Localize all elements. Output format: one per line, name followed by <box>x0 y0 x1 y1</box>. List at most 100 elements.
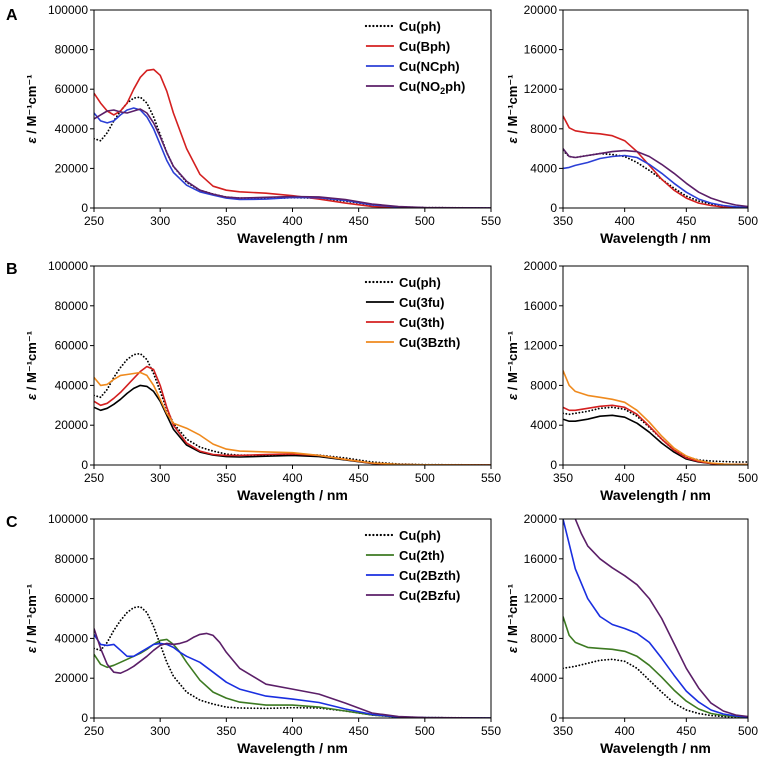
legend-label: Cu(NCph) <box>399 59 460 74</box>
y-tick-label: 4000 <box>530 418 557 432</box>
series-line-cu-ph <box>94 96 491 208</box>
y-axis-label: ε / M⁻¹cm⁻¹ <box>505 74 520 143</box>
chart-panel-c-zoom: 350 400 450 500 0 4000 8000 12000 16000 20000 Wave… <box>505 512 758 756</box>
y-axis-label: ε / M⁻¹cm⁻¹ <box>505 331 520 400</box>
legend-label: Cu(ph) <box>399 528 441 543</box>
series-line-cu-ph <box>563 658 748 718</box>
x-tick-label: 350 <box>553 214 573 228</box>
series-line-cu-2bzfu <box>574 519 748 718</box>
plot-frame <box>562 518 749 719</box>
chart-panel-b-zoom: 350 400 450 500 0 4000 8000 12000 16000 20000 Wave… <box>505 259 758 503</box>
chart-panel-a-zoom: 350 400 450 500 0 4000 8000 12000 16000 20000 Wave… <box>505 3 758 246</box>
y-tick-label: 80000 <box>55 299 89 313</box>
x-tick-label: 400 <box>282 471 302 485</box>
x-tick-label: 450 <box>349 471 369 485</box>
x-tick-label: 500 <box>738 471 758 485</box>
x-tick-label: 500 <box>738 724 758 738</box>
y-tick-label: 0 <box>81 458 88 472</box>
y-tick-label: 100000 <box>48 3 88 17</box>
x-tick-label: 450 <box>676 214 696 228</box>
y-axis-label: ε / M⁻¹cm⁻¹ <box>24 74 39 143</box>
plot-frame <box>562 9 749 209</box>
y-tick-label: 80000 <box>55 43 89 57</box>
series-line-cu-3th <box>94 365 491 465</box>
x-axis-label: Wavelength / nm <box>237 230 348 246</box>
series-line-cu-2bzth <box>563 519 748 718</box>
x-tick-label: 450 <box>676 471 696 485</box>
plot-frame <box>562 265 749 466</box>
y-tick-label: 4000 <box>530 161 557 175</box>
y-tick-label: 16000 <box>524 552 558 566</box>
series-line-cu-ph <box>94 352 491 465</box>
x-tick-label: 500 <box>738 214 758 228</box>
x-tick-label: 300 <box>150 471 170 485</box>
y-tick-label: 80000 <box>55 552 89 566</box>
y-axis-label: ε / M⁻¹cm⁻¹ <box>505 584 520 653</box>
legend-label: Cu(2Bzfu) <box>399 588 460 603</box>
x-axis-label: Wavelength / nm <box>600 230 711 246</box>
y-tick-label: 12000 <box>524 592 558 606</box>
series-line-cu-3th <box>563 404 748 465</box>
y-tick-label: 12000 <box>524 82 558 96</box>
y-tick-label: 20000 <box>524 512 558 526</box>
legend-label: Cu(Bph) <box>399 39 450 54</box>
x-tick-label: 500 <box>415 471 435 485</box>
series-line-cu-bph <box>563 115 748 208</box>
x-axis-label: Wavelength / nm <box>600 740 711 756</box>
y-tick-label: 60000 <box>55 82 89 96</box>
legend-label: Cu(3fu) <box>399 295 445 310</box>
x-tick-label: 350 <box>553 724 573 738</box>
y-tick-label: 20000 <box>55 671 89 685</box>
x-tick-label: 400 <box>615 724 635 738</box>
y-tick-label: 20000 <box>55 161 89 175</box>
y-tick-label: 0 <box>550 201 557 215</box>
y-tick-label: 0 <box>81 201 88 215</box>
panel-letter-c: C <box>6 514 18 531</box>
y-tick-label: 12000 <box>524 339 558 353</box>
y-tick-label: 8000 <box>530 378 557 392</box>
series-line-cu-2bzth <box>94 633 491 718</box>
x-tick-label: 350 <box>216 724 236 738</box>
series-line-cu-ph <box>94 605 491 718</box>
x-tick-label: 400 <box>615 471 635 485</box>
legend-label: Cu(ph) <box>399 275 441 290</box>
series-line-cu-3fu <box>563 414 748 465</box>
series-line-cu-3bzth <box>563 370 748 465</box>
y-tick-label: 16000 <box>524 299 558 313</box>
x-tick-label: 500 <box>415 724 435 738</box>
legend-label: Cu(NO2ph) <box>399 79 465 96</box>
series-line-cu-3bzth <box>94 371 491 465</box>
y-tick-label: 16000 <box>524 43 558 57</box>
legend-label: Cu(ph) <box>399 19 441 34</box>
y-tick-label: 100000 <box>48 259 88 273</box>
panel-letter-b: B <box>6 261 18 278</box>
y-tick-label: 60000 <box>55 339 89 353</box>
y-tick-label: 40000 <box>55 631 89 645</box>
legend-label: Cu(3Bzth) <box>399 335 460 350</box>
x-tick-label: 500 <box>415 214 435 228</box>
legend-label: Cu(3th) <box>399 315 445 330</box>
y-axis-label: ε / M⁻¹cm⁻¹ <box>24 331 39 400</box>
y-axis-label: ε / M⁻¹cm⁻¹ <box>24 584 39 653</box>
panel-letter-a: A <box>6 7 18 24</box>
x-tick-label: 450 <box>349 724 369 738</box>
x-tick-label: 300 <box>150 214 170 228</box>
y-tick-label: 40000 <box>55 122 89 136</box>
x-tick-label: 550 <box>481 214 501 228</box>
x-tick-label: 550 <box>481 724 501 738</box>
x-tick-label: 300 <box>150 724 170 738</box>
y-tick-label: 0 <box>550 458 557 472</box>
series-line-cu-bph <box>94 68 491 208</box>
chart-panel-a-main: 250 300 350 400 450 500 550 0 20000 40000 60000 800… <box>24 3 501 246</box>
x-tick-label: 250 <box>84 214 104 228</box>
y-tick-label: 8000 <box>530 631 557 645</box>
y-tick-label: 60000 <box>55 592 89 606</box>
x-tick-label: 550 <box>481 471 501 485</box>
x-tick-label: 350 <box>553 471 573 485</box>
y-tick-label: 0 <box>550 711 557 725</box>
x-axis-label: Wavelength / nm <box>237 740 348 756</box>
y-tick-label: 20000 <box>524 3 558 17</box>
y-tick-label: 4000 <box>530 671 557 685</box>
